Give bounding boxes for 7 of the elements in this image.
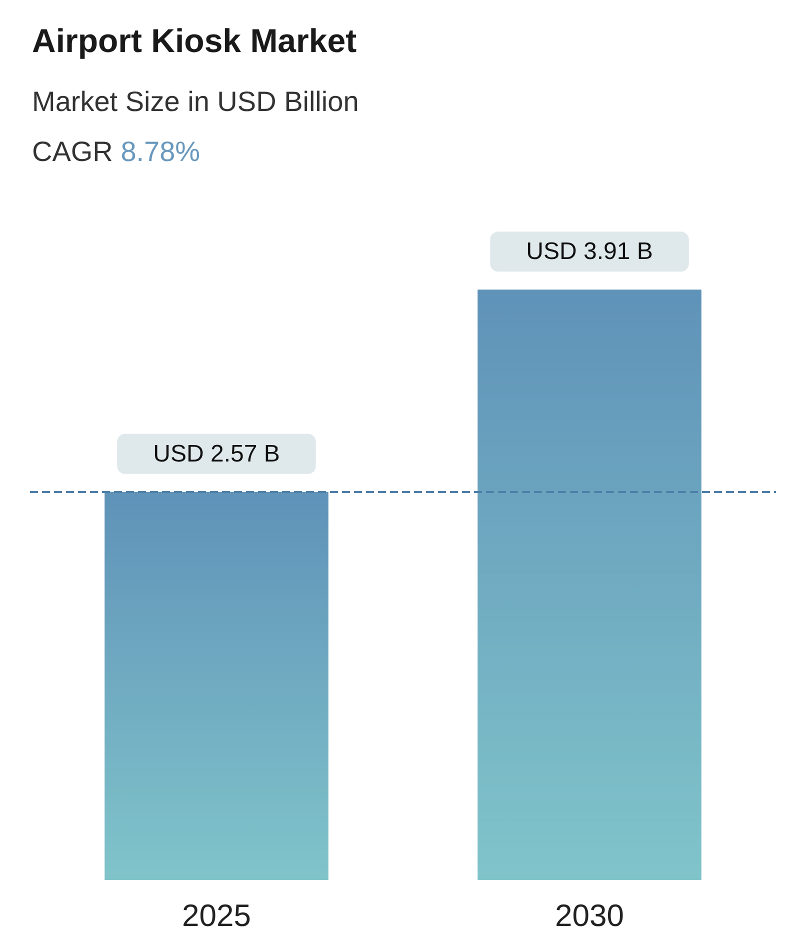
data-label: USD 2.57 B <box>153 440 280 468</box>
x-tick-label: 2025 <box>182 898 251 933</box>
text: CAGR 8.78% <box>32 136 200 168</box>
x-tick-label: 2030 <box>555 898 624 933</box>
data-label: USD 3.91 B <box>526 238 653 266</box>
chart-subtitle: Market Size in USD Billion <box>32 86 359 118</box>
chart-title: Airport Kiosk Market <box>32 22 357 60</box>
